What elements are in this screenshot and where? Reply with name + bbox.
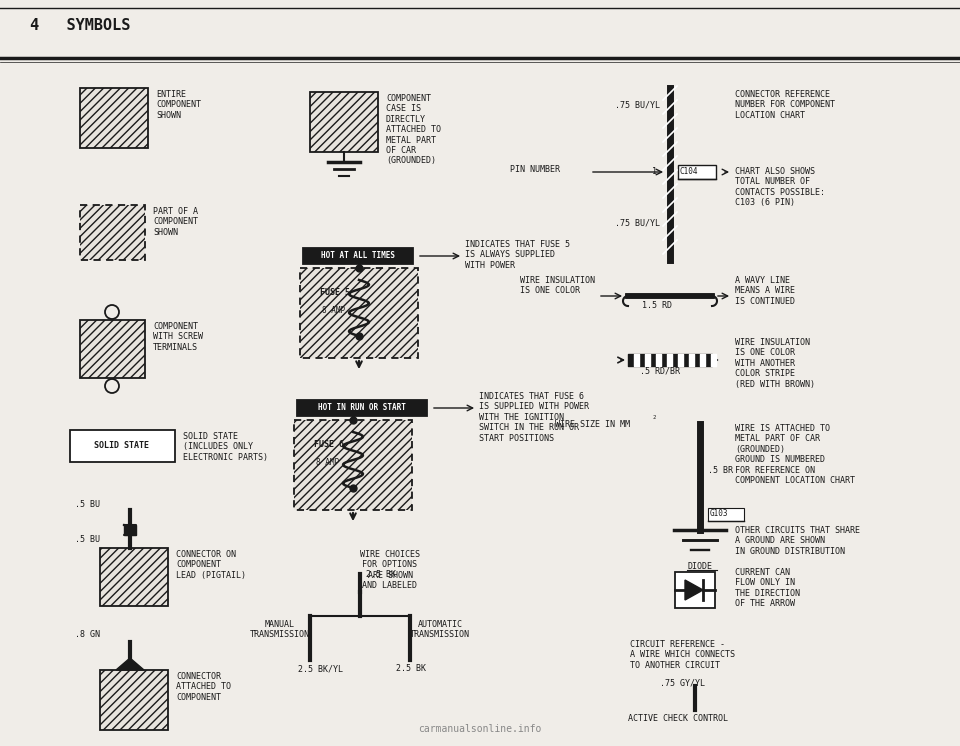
Polygon shape xyxy=(124,525,136,535)
Text: FUSE 5: FUSE 5 xyxy=(320,288,350,297)
Text: CURRENT CAN
FLOW ONLY IN
THE DIRECTION
OF THE ARROW: CURRENT CAN FLOW ONLY IN THE DIRECTION O… xyxy=(735,568,800,608)
Text: 2.5 BK: 2.5 BK xyxy=(396,664,426,673)
Text: 2.5 BK: 2.5 BK xyxy=(366,570,396,579)
Bar xyxy=(300,268,418,358)
Bar xyxy=(80,205,145,260)
Text: 2: 2 xyxy=(653,415,656,420)
Text: ACTIVE CHECK CONTROL: ACTIVE CHECK CONTROL xyxy=(628,714,728,723)
Bar xyxy=(294,420,412,510)
Bar xyxy=(100,670,168,730)
Text: SOLID STATE
(INCLUDES ONLY
ELECTRONIC PARTS): SOLID STATE (INCLUDES ONLY ELECTRONIC PA… xyxy=(183,432,268,462)
Text: INDICATES THAT FUSE 5
IS ALWAYS SUPPLIED
WITH POWER: INDICATES THAT FUSE 5 IS ALWAYS SUPPLIED… xyxy=(465,240,570,270)
Text: .5 BU: .5 BU xyxy=(75,535,100,544)
Text: HOT AT ALL TIMES: HOT AT ALL TIMES xyxy=(321,251,395,260)
Text: .8 GN: .8 GN xyxy=(75,630,100,639)
Bar xyxy=(80,320,145,378)
Text: DIODE: DIODE xyxy=(687,562,712,571)
Text: .75 GY/YL: .75 GY/YL xyxy=(660,678,705,687)
Polygon shape xyxy=(116,658,144,670)
Text: CIRCUIT REFERENCE -
A WIRE WHICH CONNECTS
TO ANOTHER CIRCUIT: CIRCUIT REFERENCE - A WIRE WHICH CONNECT… xyxy=(630,640,735,670)
Text: COMPONENT
WITH SCREW
TERMINALS: COMPONENT WITH SCREW TERMINALS xyxy=(153,322,203,352)
Text: 8 AMP: 8 AMP xyxy=(322,306,346,315)
Text: HOT IN RUN OR START: HOT IN RUN OR START xyxy=(318,404,406,413)
Bar xyxy=(675,572,715,608)
Text: .75 BU/YL: .75 BU/YL xyxy=(615,218,660,227)
Text: 8 AMP: 8 AMP xyxy=(316,458,339,467)
Text: .5 RD/BR: .5 RD/BR xyxy=(640,367,680,376)
Polygon shape xyxy=(685,580,703,600)
Text: .75 BU/YL: .75 BU/YL xyxy=(615,100,660,109)
Bar xyxy=(100,548,168,606)
Text: CONNECTOR REFERENCE
NUMBER FOR COMPONENT
LOCATION CHART: CONNECTOR REFERENCE NUMBER FOR COMPONENT… xyxy=(735,90,835,120)
Text: G103: G103 xyxy=(710,509,729,518)
Text: WIRE SIZE IN MM: WIRE SIZE IN MM xyxy=(555,420,630,429)
Text: MANUAL
TRANSMISSION: MANUAL TRANSMISSION xyxy=(250,620,310,639)
Text: 1.5 RD: 1.5 RD xyxy=(642,301,672,310)
Text: FUSE 6: FUSE 6 xyxy=(314,440,344,449)
Text: SOLID STATE: SOLID STATE xyxy=(94,442,150,451)
Text: PIN NUMBER: PIN NUMBER xyxy=(510,165,560,174)
Bar xyxy=(678,165,716,179)
Bar xyxy=(297,400,427,416)
Text: .5 BR: .5 BR xyxy=(708,466,733,475)
Text: 2.5 BK/YL: 2.5 BK/YL xyxy=(298,664,343,673)
Text: AUTOMATIC
TRANSMISSION: AUTOMATIC TRANSMISSION xyxy=(410,620,470,639)
Text: PART OF A
COMPONENT
SHOWN: PART OF A COMPONENT SHOWN xyxy=(153,207,198,236)
Text: ENTIRE
COMPONENT
SHOWN: ENTIRE COMPONENT SHOWN xyxy=(156,90,201,120)
Text: COMPONENT
CASE IS
DIRECTLY
ATTACHED TO
METAL PART
OF CAR
(GROUNDED): COMPONENT CASE IS DIRECTLY ATTACHED TO M… xyxy=(386,94,441,166)
Text: CONNECTOR ON
COMPONENT
LEAD (PIGTAIL): CONNECTOR ON COMPONENT LEAD (PIGTAIL) xyxy=(176,550,246,580)
Text: WIRE INSULATION
IS ONE COLOR
WITH ANOTHER
COLOR STRIPE
(RED WITH BROWN): WIRE INSULATION IS ONE COLOR WITH ANOTHE… xyxy=(735,338,815,389)
Text: 1: 1 xyxy=(652,167,657,176)
Bar xyxy=(708,508,744,521)
Text: .5 BU: .5 BU xyxy=(75,500,100,509)
Bar xyxy=(70,430,175,462)
Text: 4   SYMBOLS: 4 SYMBOLS xyxy=(30,18,131,33)
Text: OTHER CIRCUITS THAT SHARE
A GROUND ARE SHOWN
IN GROUND DISTRIBUTION: OTHER CIRCUITS THAT SHARE A GROUND ARE S… xyxy=(735,526,860,556)
Text: C104: C104 xyxy=(680,167,699,176)
Bar xyxy=(80,88,148,148)
Text: A WAVY LINE
MEANS A WIRE
IS CONTINUED: A WAVY LINE MEANS A WIRE IS CONTINUED xyxy=(735,276,795,306)
Text: CHART ALSO SHOWS
TOTAL NUMBER OF
CONTACTS POSSIBLE:
C103 (6 PIN): CHART ALSO SHOWS TOTAL NUMBER OF CONTACT… xyxy=(735,167,825,207)
Text: CONNECTOR
ATTACHED TO
COMPONENT: CONNECTOR ATTACHED TO COMPONENT xyxy=(176,672,231,702)
Text: WIRE IS ATTACHED TO
METAL PART OF CAR
(GROUNDED)
GROUND IS NUMBERED
FOR REFERENC: WIRE IS ATTACHED TO METAL PART OF CAR (G… xyxy=(735,424,855,485)
Text: WIRE INSULATION
IS ONE COLOR: WIRE INSULATION IS ONE COLOR xyxy=(520,276,595,295)
Text: carmanualsonline.info: carmanualsonline.info xyxy=(419,724,541,734)
Text: WIRE CHOICES
FOR OPTIONS
ARE SHOWN
AND LABELED: WIRE CHOICES FOR OPTIONS ARE SHOWN AND L… xyxy=(360,550,420,590)
Text: INDICATES THAT FUSE 6
IS SUPPLIED WITH POWER
WITH THE IGNITION
SWITCH IN THE RUN: INDICATES THAT FUSE 6 IS SUPPLIED WITH P… xyxy=(479,392,589,442)
Bar xyxy=(310,92,378,152)
Bar xyxy=(303,248,413,264)
